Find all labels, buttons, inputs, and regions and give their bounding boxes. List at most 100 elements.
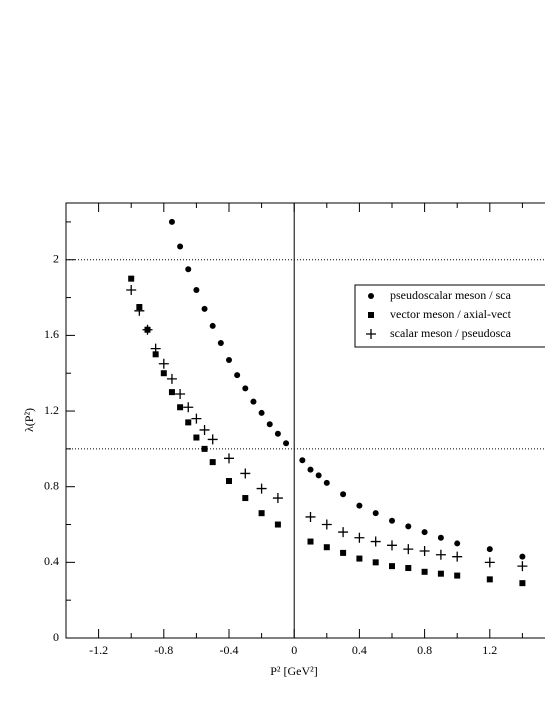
data-point (299, 457, 306, 464)
x-axis-label: P² [GeV²] (270, 664, 318, 678)
data-point (405, 565, 412, 572)
legend-marker (368, 293, 374, 299)
data-point (372, 510, 379, 517)
data-point (266, 421, 273, 428)
legend-label: pseudoscalar meson / sca (390, 288, 512, 302)
y-tick-label: 1.2 (44, 403, 59, 417)
data-point (150, 343, 161, 354)
data-point (258, 409, 265, 416)
data-point (356, 502, 363, 509)
data-point (323, 479, 330, 486)
data-point (175, 389, 186, 400)
data-point (168, 389, 175, 396)
data-point (437, 570, 444, 577)
data-point (321, 519, 332, 530)
data-point (226, 356, 232, 363)
data-point (256, 483, 267, 494)
legend-label: scalar meson / pseudosca (390, 326, 512, 340)
data-point (389, 517, 395, 524)
data-point (217, 339, 224, 346)
data-point (240, 468, 251, 479)
data-point (152, 351, 159, 358)
data-point (307, 466, 314, 473)
data-point (191, 413, 202, 424)
y-axis-label: λ(P²) (22, 408, 36, 432)
data-point (338, 527, 349, 538)
plot-frame (65, 202, 545, 639)
data-point (258, 510, 265, 517)
data-point (486, 546, 493, 553)
data-point (185, 266, 192, 273)
data-point (193, 287, 200, 293)
data-point (484, 557, 495, 568)
data-point (168, 218, 175, 225)
data-point (370, 536, 381, 547)
legend: pseudoscalar meson / sca vector meson / a… (354, 284, 545, 348)
data-point (405, 523, 412, 530)
data-point (201, 305, 208, 312)
x-tick-label: -1.2 (89, 643, 108, 657)
data-point (134, 305, 145, 316)
data-point (452, 551, 463, 562)
data-point (224, 453, 234, 464)
data-point (454, 540, 461, 547)
data-point (403, 544, 414, 555)
x-tick-label: 1.2 (482, 643, 497, 657)
data-point (519, 580, 526, 587)
data-point (340, 549, 347, 556)
data-point (517, 561, 528, 572)
data-point (354, 532, 365, 543)
y-tick-label: 1.6 (44, 327, 59, 341)
data-point (160, 370, 167, 377)
data-point (177, 404, 184, 411)
legend-box (354, 284, 545, 348)
data-point (209, 322, 216, 329)
data-point (421, 529, 428, 536)
data-point (419, 546, 430, 556)
x-tick-label: 0 (291, 643, 297, 657)
legend-marker (366, 329, 376, 339)
data-point (199, 424, 210, 435)
data-point (372, 559, 379, 566)
data-point (250, 398, 257, 405)
data-point (158, 358, 169, 369)
y-tick-label: 0.8 (44, 478, 59, 492)
data-point (486, 576, 493, 583)
data-point (201, 445, 208, 452)
data-point (421, 568, 428, 575)
data-point (126, 285, 137, 295)
data-point (207, 434, 218, 445)
data-point (389, 563, 395, 570)
y-tick-label: 0 (53, 630, 59, 644)
data-point (242, 385, 249, 392)
data-point (177, 243, 184, 250)
x-tick-label: 0.8 (417, 643, 432, 657)
data-point (226, 478, 232, 485)
legend-label: vector meson / axial-vect (390, 307, 512, 321)
data-point (387, 540, 397, 551)
data-point (315, 472, 322, 479)
x-tick-label: 0.4 (352, 643, 367, 657)
x-tick-label: -0.8 (154, 643, 173, 657)
data-point (274, 430, 281, 437)
data-point (356, 555, 363, 562)
data-point (305, 511, 316, 522)
data-point (142, 324, 153, 335)
data-point (283, 440, 290, 447)
data-point (209, 459, 216, 466)
data-point (307, 538, 314, 545)
legend-marker (368, 312, 374, 318)
data-point (519, 553, 526, 560)
data-point (340, 491, 347, 498)
data-point (437, 534, 444, 541)
data-point (323, 544, 330, 551)
data-point (185, 419, 192, 426)
x-tick-label: -0.4 (220, 643, 239, 657)
data-point (242, 495, 249, 502)
data-point (183, 402, 194, 413)
data-point (128, 275, 135, 282)
y-tick-label: 0.4 (44, 554, 59, 568)
y-tick-label: 2 (53, 251, 59, 265)
data-point (166, 373, 177, 384)
